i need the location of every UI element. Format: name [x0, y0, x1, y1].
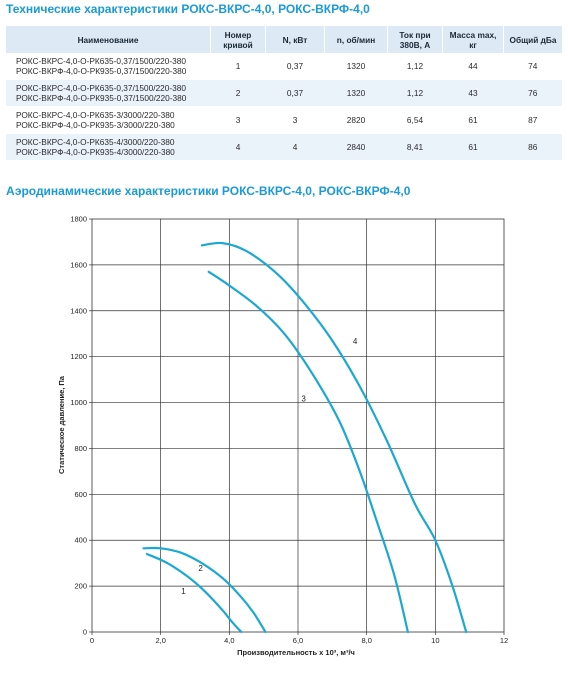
cell-current: 6,54 [387, 106, 443, 134]
cell-power: 0,37 [265, 53, 325, 80]
x-tick-label: 8,0 [361, 636, 371, 645]
cell-power: 0,37 [265, 79, 325, 107]
cell-name: РОКС-ВКРС-4,0-О-РК635-3/3000/220-380 РОКС… [6, 106, 211, 134]
cell-power: 3 [265, 106, 325, 134]
y-axis-label: Статическое давление, Па [57, 375, 66, 474]
header-power: N, кВт [265, 26, 325, 53]
cell-rpm: 2840 [324, 133, 388, 160]
cell-power: 4 [265, 133, 325, 160]
cell-mass: 44 [442, 53, 504, 80]
header-mass: Масса max, кг [442, 26, 504, 53]
chart-series: 1 2 3 4 [142, 241, 468, 634]
curve-3-line [207, 270, 409, 634]
header-rpm: n, об/мин [324, 26, 388, 53]
x-axis-label: Производительность х 10³, м³/ч [237, 648, 355, 657]
table-row: РОКС-ВКРС-4,0-О-РК635-3/3000/220-380 РОКС… [6, 106, 562, 134]
y-tick-label: 400 [74, 536, 87, 545]
chart-ticks: 0 2,0 4,0 6,0 8,0 10 1202004006008001000120014… [70, 215, 508, 646]
y-tick-label: 1200 [70, 352, 87, 361]
aero-chart: 0 2,0 4,0 6,0 8,0 10 1202004006008001000120014… [57, 215, 508, 658]
cell-noise: 74 [503, 53, 562, 80]
curve-1-label: 1 [181, 587, 186, 596]
specs-table: Наименование Номер кривой N, кВт n, об/ми… [6, 26, 562, 160]
curve-1-line [145, 552, 243, 634]
cell-noise: 87 [503, 106, 562, 134]
cell-curve: 1 [210, 53, 266, 80]
cell-name: РОКС-ВКРС-4,0-О-РК635-0,37/1500/220-380 Р… [6, 79, 211, 107]
curve-3-label: 3 [301, 394, 306, 403]
cell-current: 1,12 [387, 79, 443, 107]
cell-noise: 76 [503, 79, 562, 107]
table-header-row: Наименование Номер кривой N, кВт n, об/ми… [6, 26, 562, 53]
cell-curve: 3 [210, 106, 266, 134]
curve-2-line [142, 546, 267, 634]
chart-grid [91, 218, 505, 633]
table-row: РОКС-ВКРС-4,0-О-РК635-0,37/1500/220-380 Р… [6, 53, 562, 80]
cell-current: 8,41 [387, 133, 443, 160]
x-tick-label: 4,0 [224, 636, 234, 645]
cell-current: 1,12 [387, 53, 443, 80]
y-tick-label: 800 [74, 444, 87, 453]
y-tick-label: 200 [74, 582, 87, 591]
cell-curve: 2 [210, 79, 266, 107]
curve-4-line [200, 241, 468, 634]
table-row: РОКС-ВКРС-4,0-О-РК635-4/3000/220-380 РОКС… [6, 133, 562, 160]
y-tick-label: 1800 [70, 215, 87, 224]
cell-rpm: 1320 [324, 79, 388, 107]
x-tick-label: 10 [431, 636, 439, 645]
x-tick-label: 6,0 [293, 636, 303, 645]
header-name: Наименование [6, 26, 211, 53]
y-tick-label: 1400 [70, 306, 87, 315]
tech-specs-title: Технические характеристики РОКС-ВКРС-4,0… [6, 2, 370, 16]
header-noise: Общий дБа [503, 26, 562, 53]
x-tick-label: 0 [90, 636, 94, 645]
cell-rpm: 1320 [324, 53, 388, 80]
cell-mass: 61 [442, 133, 504, 160]
y-tick-label: 1600 [70, 260, 87, 269]
cell-noise: 86 [503, 133, 562, 160]
aero-chart-title: Аэродинамические характеристики РОКС-ВКР… [6, 184, 411, 198]
table-row: РОКС-ВКРС-4,0-О-РК635-0,37/1500/220-380 Р… [6, 79, 562, 107]
cell-name: РОКС-ВКРС-4,0-О-РК635-4/3000/220-380 РОКС… [6, 133, 211, 160]
cell-rpm: 2820 [324, 106, 388, 134]
header-current: Ток при 380В, А [387, 26, 443, 53]
y-tick-label: 0 [83, 628, 87, 637]
header-curve: Номер кривой [210, 26, 266, 53]
curve-2-label: 2 [198, 564, 203, 573]
x-tick-label: 2,0 [155, 636, 165, 645]
x-tick-label: 12 [500, 636, 508, 645]
y-tick-label: 1000 [70, 398, 87, 407]
cell-mass: 43 [442, 79, 504, 107]
cell-mass: 61 [442, 106, 504, 134]
cell-curve: 4 [210, 133, 266, 160]
y-tick-label: 600 [74, 490, 87, 499]
curve-4-label: 4 [353, 337, 358, 346]
cell-name: РОКС-ВКРС-4,0-О-РК635-0,37/1500/220-380 Р… [6, 53, 211, 80]
